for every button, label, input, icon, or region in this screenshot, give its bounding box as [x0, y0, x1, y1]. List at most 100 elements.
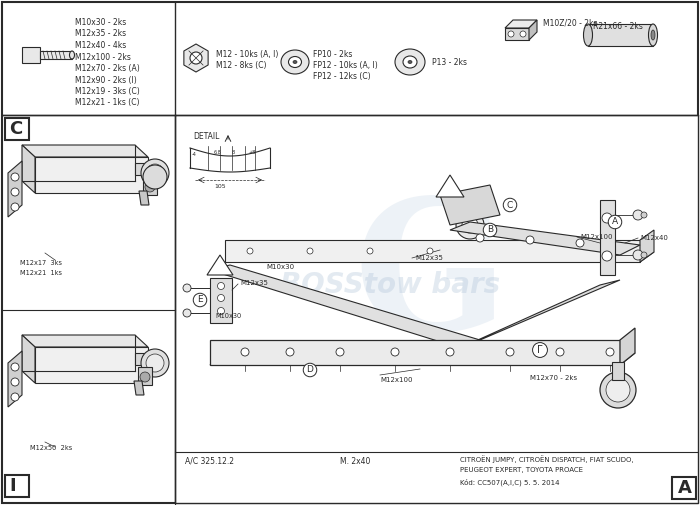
Text: FP10 - 2ks: FP10 - 2ks	[313, 50, 352, 59]
Circle shape	[602, 213, 612, 223]
Ellipse shape	[281, 50, 309, 74]
Circle shape	[11, 203, 19, 211]
Polygon shape	[460, 280, 620, 348]
Text: 6.8: 6.8	[214, 150, 222, 155]
Text: M12x70 - 2ks (A): M12x70 - 2ks (A)	[75, 64, 140, 73]
Polygon shape	[139, 191, 149, 205]
Circle shape	[190, 52, 202, 64]
Text: R21x66 - 2ks: R21x66 - 2ks	[593, 22, 643, 31]
Text: M12x100: M12x100	[580, 234, 612, 240]
Bar	[40, 51, 72, 59]
Text: FP12 - 10ks (A, I): FP12 - 10ks (A, I)	[313, 61, 378, 70]
Bar	[588, 24, 653, 46]
Bar	[672, 477, 696, 499]
Circle shape	[140, 372, 150, 382]
Bar	[5, 118, 29, 140]
Bar	[612, 362, 624, 380]
Text: M12x100: M12x100	[380, 377, 412, 383]
Polygon shape	[620, 328, 635, 365]
Circle shape	[606, 348, 614, 356]
Polygon shape	[505, 28, 529, 40]
Polygon shape	[529, 20, 537, 40]
Circle shape	[633, 210, 643, 220]
Circle shape	[146, 164, 164, 182]
Text: M10Z/20 - 2ks: M10Z/20 - 2ks	[543, 18, 598, 27]
Circle shape	[143, 165, 167, 189]
Circle shape	[456, 211, 484, 239]
Ellipse shape	[651, 30, 655, 40]
Polygon shape	[35, 347, 148, 383]
Text: X: X	[447, 180, 453, 189]
Circle shape	[641, 252, 647, 258]
Text: M12x40: M12x40	[640, 235, 668, 241]
Text: M12x40 - 4ks: M12x40 - 4ks	[75, 41, 126, 50]
Polygon shape	[600, 200, 615, 275]
Polygon shape	[8, 351, 22, 407]
Polygon shape	[135, 163, 148, 175]
Text: C: C	[507, 200, 513, 210]
Circle shape	[633, 250, 643, 260]
Text: E: E	[197, 295, 203, 305]
Ellipse shape	[288, 57, 302, 68]
Polygon shape	[135, 353, 148, 365]
Polygon shape	[210, 353, 635, 365]
Circle shape	[367, 248, 373, 254]
Ellipse shape	[648, 24, 657, 46]
Text: M12x50  2ks: M12x50 2ks	[30, 445, 72, 451]
Text: DETAIL: DETAIL	[193, 132, 219, 141]
Polygon shape	[436, 175, 464, 197]
Polygon shape	[210, 340, 620, 365]
Text: I: I	[9, 477, 15, 495]
Circle shape	[526, 236, 534, 244]
Polygon shape	[22, 145, 148, 157]
Circle shape	[145, 182, 155, 192]
Text: M12 - 8ks (C): M12 - 8ks (C)	[216, 61, 267, 70]
Text: FP12 - 12ks (C): FP12 - 12ks (C)	[313, 72, 370, 81]
Circle shape	[600, 372, 636, 408]
Text: Kód: CC507(A,I,C) 5. 5. 2014: Kód: CC507(A,I,C) 5. 5. 2014	[460, 479, 559, 486]
Text: M12x100 - 2ks: M12x100 - 2ks	[75, 53, 131, 62]
Circle shape	[556, 348, 564, 356]
Text: BOSStow bars: BOSStow bars	[280, 271, 500, 299]
Circle shape	[183, 284, 191, 292]
Polygon shape	[505, 20, 537, 28]
Ellipse shape	[293, 61, 297, 64]
Polygon shape	[225, 240, 640, 262]
Polygon shape	[440, 185, 500, 225]
Text: M. 2x40: M. 2x40	[340, 457, 370, 466]
Circle shape	[241, 348, 249, 356]
Text: M12x35 - 2ks: M12x35 - 2ks	[75, 29, 126, 38]
Circle shape	[247, 248, 253, 254]
Circle shape	[602, 251, 612, 261]
Text: PEUGEOT EXPERT, TOYOTA PROACE: PEUGEOT EXPERT, TOYOTA PROACE	[460, 467, 583, 473]
Circle shape	[286, 348, 294, 356]
Text: A: A	[678, 479, 692, 497]
Polygon shape	[184, 44, 208, 72]
Text: 105: 105	[214, 184, 226, 189]
Circle shape	[462, 217, 478, 233]
Ellipse shape	[408, 61, 412, 64]
Text: M12 - 10ks (A, I): M12 - 10ks (A, I)	[216, 50, 279, 59]
Circle shape	[391, 348, 399, 356]
Polygon shape	[225, 252, 654, 262]
Circle shape	[11, 363, 19, 371]
Text: M12x90 - 2ks (I): M12x90 - 2ks (I)	[75, 76, 136, 84]
Text: M12x21 - 1ks (C): M12x21 - 1ks (C)	[75, 98, 139, 108]
Circle shape	[218, 294, 225, 301]
Circle shape	[141, 349, 169, 377]
Circle shape	[641, 212, 647, 218]
Circle shape	[307, 248, 313, 254]
Ellipse shape	[395, 49, 425, 75]
Bar	[175, 115, 698, 503]
Text: D: D	[307, 366, 314, 375]
Text: 8: 8	[232, 150, 235, 155]
Ellipse shape	[69, 51, 74, 59]
Polygon shape	[640, 230, 654, 262]
Circle shape	[520, 31, 526, 37]
Text: M12x35: M12x35	[240, 280, 268, 286]
Polygon shape	[22, 145, 35, 193]
Circle shape	[11, 188, 19, 196]
Text: M12x17  3ks: M12x17 3ks	[20, 260, 62, 266]
Bar	[5, 475, 29, 497]
Circle shape	[506, 348, 514, 356]
